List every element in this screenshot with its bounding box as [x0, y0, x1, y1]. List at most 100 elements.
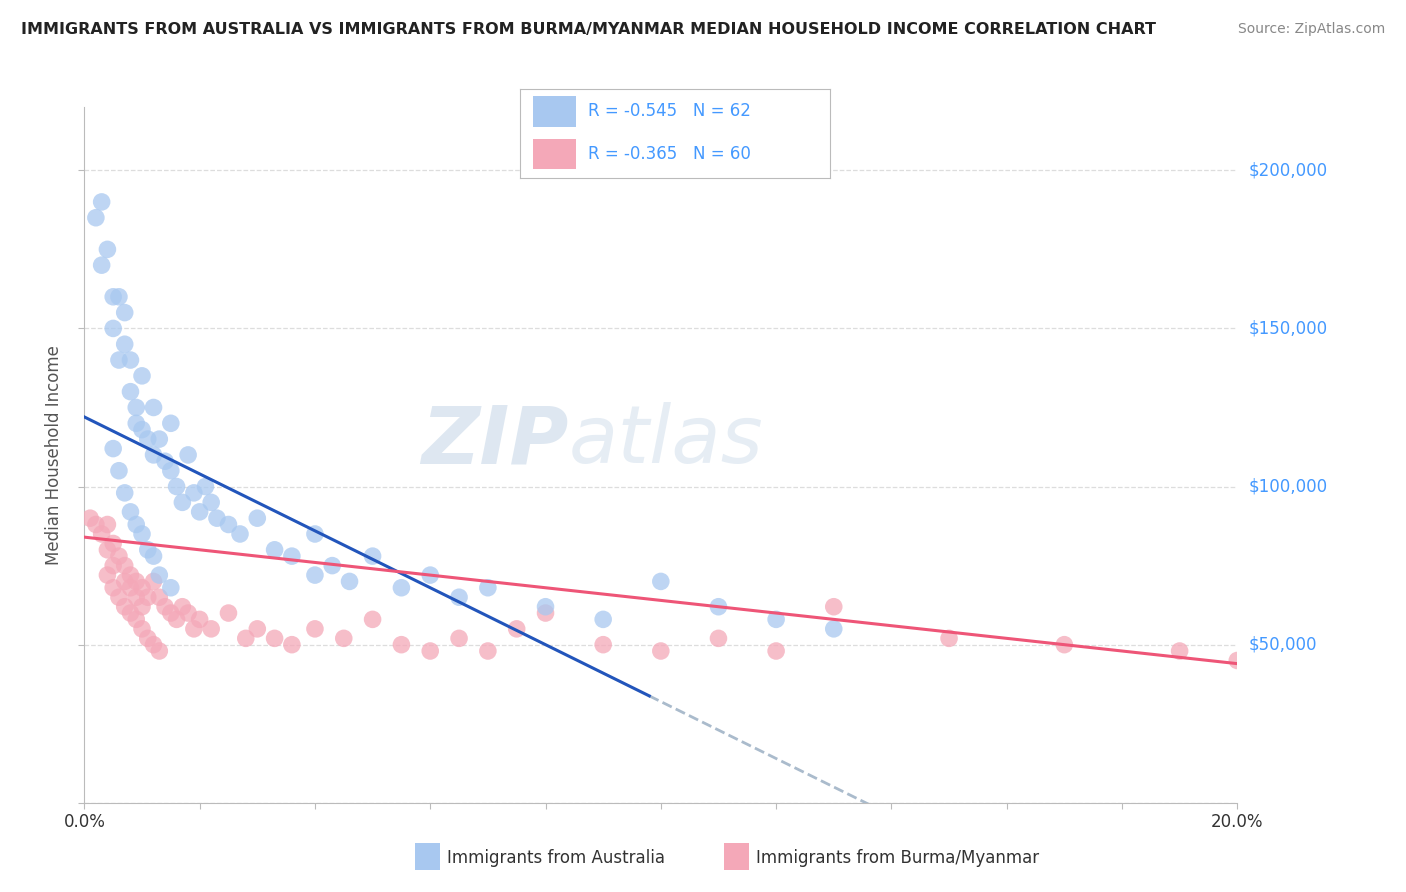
Point: [96, 568, 118, 582]
Point: [125, 612, 148, 626]
Point: [477, 644, 499, 658]
Point: [304, 568, 326, 582]
Text: R = -0.365   N = 60: R = -0.365 N = 60: [588, 145, 751, 163]
Point: [1168, 644, 1191, 658]
Point: [136, 632, 159, 646]
Point: [114, 337, 136, 351]
Point: [142, 574, 165, 589]
Point: [823, 599, 845, 614]
Point: [142, 549, 165, 563]
Text: Source: ZipAtlas.com: Source: ZipAtlas.com: [1237, 22, 1385, 37]
Point: [148, 644, 170, 658]
Point: [304, 622, 326, 636]
Point: [103, 321, 124, 335]
Point: [506, 622, 529, 636]
Point: [148, 568, 170, 582]
Point: [114, 558, 136, 573]
Point: [177, 448, 200, 462]
FancyBboxPatch shape: [533, 139, 576, 169]
Point: [125, 401, 148, 415]
Point: [90, 194, 112, 209]
Point: [120, 353, 142, 368]
Text: $100,000: $100,000: [1249, 477, 1327, 496]
Point: [188, 612, 211, 626]
Point: [131, 622, 153, 636]
Point: [148, 591, 170, 605]
Text: $200,000: $200,000: [1249, 161, 1327, 179]
Point: [391, 581, 413, 595]
FancyBboxPatch shape: [533, 96, 576, 127]
Point: [108, 353, 131, 368]
Point: [108, 290, 131, 304]
Point: [131, 599, 153, 614]
Point: [125, 574, 148, 589]
Point: [90, 527, 112, 541]
Point: [142, 401, 165, 415]
Point: [200, 495, 222, 509]
Point: [153, 599, 176, 614]
Point: [172, 599, 194, 614]
Point: [103, 442, 124, 456]
Text: R = -0.545   N = 62: R = -0.545 N = 62: [588, 103, 751, 120]
Point: [217, 606, 239, 620]
Point: [650, 644, 672, 658]
Point: [120, 384, 142, 399]
Point: [235, 632, 257, 646]
Point: [765, 644, 787, 658]
Point: [361, 549, 384, 563]
Point: [281, 549, 304, 563]
Point: [160, 581, 183, 595]
Point: [229, 527, 252, 541]
Point: [90, 258, 112, 272]
Point: [246, 622, 269, 636]
Point: [114, 574, 136, 589]
Point: [103, 558, 124, 573]
Point: [650, 574, 672, 589]
Point: [131, 423, 153, 437]
Point: [205, 511, 228, 525]
Point: [136, 591, 159, 605]
Point: [131, 368, 153, 383]
Point: [707, 632, 730, 646]
Point: [108, 549, 131, 563]
Point: [166, 612, 188, 626]
Point: [263, 542, 285, 557]
Point: [131, 527, 153, 541]
Point: [183, 622, 205, 636]
Point: [96, 517, 118, 532]
Point: [707, 599, 730, 614]
Text: IMMIGRANTS FROM AUSTRALIA VS IMMIGRANTS FROM BURMA/MYANMAR MEDIAN HOUSEHOLD INCO: IMMIGRANTS FROM AUSTRALIA VS IMMIGRANTS …: [21, 22, 1156, 37]
Point: [103, 536, 124, 550]
Point: [263, 632, 285, 646]
Point: [332, 632, 354, 646]
Point: [96, 243, 118, 257]
Point: [153, 454, 176, 468]
Point: [160, 606, 183, 620]
Point: [177, 606, 200, 620]
Point: [592, 638, 614, 652]
Point: [120, 568, 142, 582]
Point: [79, 511, 101, 525]
Text: ZIP: ZIP: [422, 402, 568, 480]
Point: [172, 495, 194, 509]
Point: [160, 417, 183, 431]
Point: [120, 606, 142, 620]
Point: [765, 612, 787, 626]
Point: [447, 591, 470, 605]
Point: [142, 448, 165, 462]
Point: [188, 505, 211, 519]
Point: [200, 622, 222, 636]
Point: [823, 622, 845, 636]
Point: [103, 581, 124, 595]
Point: [125, 591, 148, 605]
Point: [419, 644, 441, 658]
Text: $150,000: $150,000: [1249, 319, 1327, 337]
Point: [1053, 638, 1076, 652]
Point: [183, 486, 205, 500]
Point: [142, 638, 165, 652]
Text: Immigrants from Australia: Immigrants from Australia: [447, 849, 665, 867]
Point: [136, 542, 159, 557]
Point: [125, 417, 148, 431]
Point: [103, 290, 124, 304]
Point: [108, 464, 131, 478]
